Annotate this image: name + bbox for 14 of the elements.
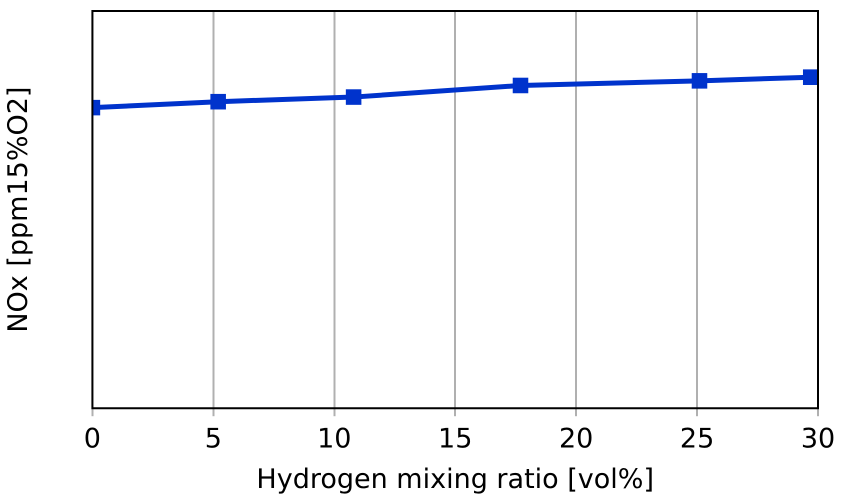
x-tick-label: 10	[317, 423, 352, 454]
y-axis-title: NOx [ppm15%O2]	[3, 86, 34, 333]
point	[802, 69, 818, 85]
point	[346, 89, 362, 105]
x-tick-label: 30	[800, 423, 836, 454]
x-tick-label: 25	[680, 423, 714, 454]
point	[210, 94, 226, 110]
x-axis-title: Hydrogen mixing ratio [vol%]	[256, 464, 654, 495]
x-tick-label: 5	[204, 423, 222, 454]
x-tick-label: 20	[558, 423, 594, 454]
point	[692, 73, 708, 89]
x-tick-label: 0	[84, 423, 101, 454]
point	[512, 78, 528, 94]
x-tick-label: 15	[438, 423, 472, 454]
